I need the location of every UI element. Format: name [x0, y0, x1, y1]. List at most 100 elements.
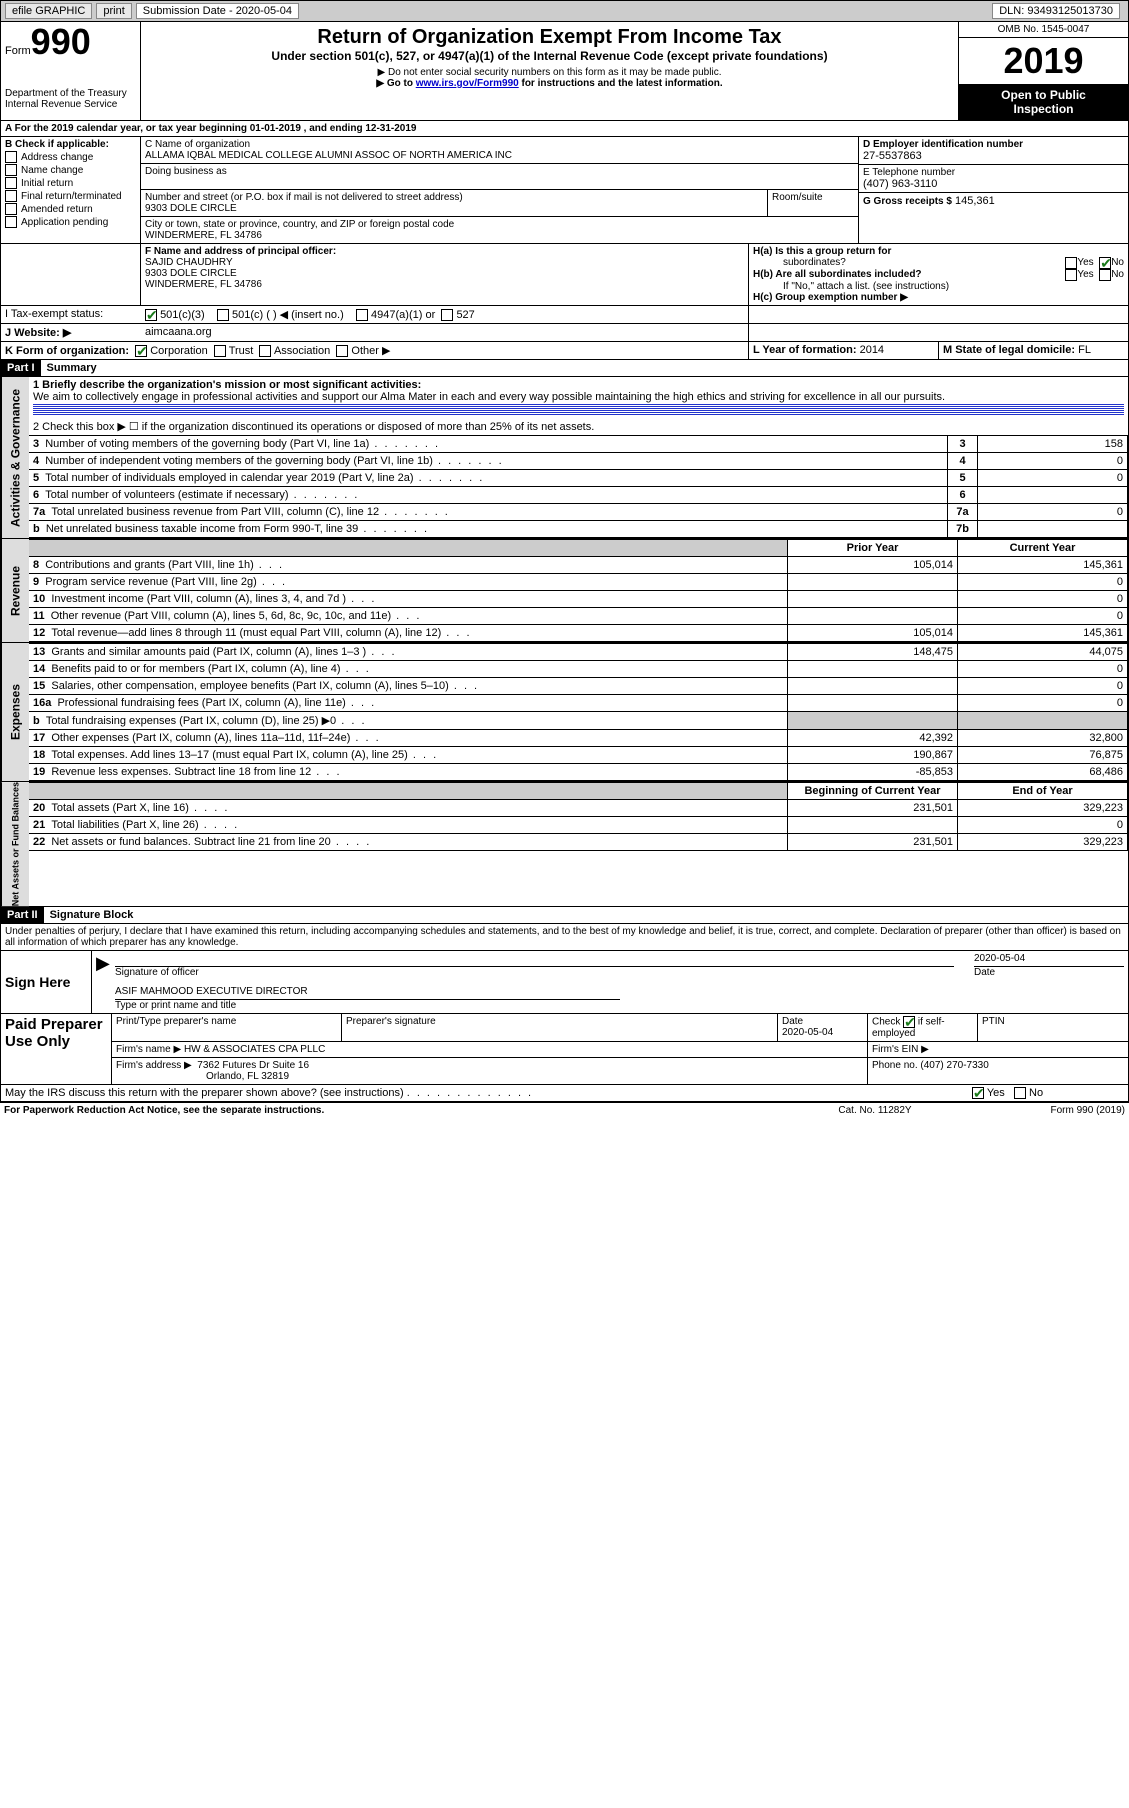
k-trust-check[interactable]: [214, 345, 226, 357]
check-app-pending[interactable]: Application pending: [5, 216, 136, 228]
firm-addr-label: Firm's address ▶: [116, 1060, 192, 1071]
prep-date-val: 2020-05-04: [782, 1027, 863, 1038]
form990-link[interactable]: www.irs.gov/Form990: [416, 78, 519, 89]
501c3-check[interactable]: [145, 309, 157, 321]
tax-exempt-row: I Tax-exempt status: 501(c)(3) 501(c) ( …: [0, 306, 1129, 324]
check-final-return[interactable]: Final return/terminated: [5, 190, 136, 202]
mission-text: We aim to collectively engage in profess…: [33, 391, 1124, 403]
hb-yes-check[interactable]: [1065, 269, 1077, 281]
prep-sig-label: Preparer's signature: [342, 1014, 778, 1041]
form-end: Form 990 (2019): [975, 1105, 1125, 1116]
paid-preparer-block: Paid Preparer Use Only Print/Type prepar…: [0, 1014, 1129, 1085]
firm-addr-2: Orlando, FL 32819: [116, 1071, 289, 1082]
ha-yes-check[interactable]: [1065, 257, 1077, 269]
self-emp-label: Check if self-employed: [868, 1014, 978, 1041]
rev-table: Prior YearCurrent Year8 Contributions an…: [29, 539, 1128, 642]
section-k-label: K Form of organization:: [5, 345, 129, 357]
check-name-change[interactable]: Name change: [5, 164, 136, 176]
self-emp-check[interactable]: [903, 1016, 915, 1028]
sig-declaration: Under penalties of perjury, I declare th…: [0, 924, 1129, 951]
part-ii-header-row: Part II Signature Block: [0, 907, 1129, 924]
period-line: A For the 2019 calendar year, or tax yea…: [0, 121, 1129, 137]
part-ii-title: Signature Block: [44, 907, 140, 923]
tax-exempt-label: I Tax-exempt status:: [1, 306, 141, 323]
hb-label: H(b) Are all subordinates included?: [753, 269, 922, 280]
sig-date-label: Date: [974, 967, 1124, 978]
sign-here-label: Sign Here: [1, 951, 91, 1013]
form-title: Return of Organization Exempt From Incom…: [147, 26, 952, 49]
paperwork-notice: For Paperwork Reduction Act Notice, see …: [4, 1105, 775, 1116]
address-label: Number and street (or P.O. box if mail i…: [145, 192, 763, 203]
omb-number: OMB No. 1545-0047: [959, 22, 1128, 38]
irs-label: Internal Revenue Service: [5, 99, 136, 110]
city-label: City or town, state or province, country…: [145, 219, 854, 230]
firm-addr-1: 7362 Futures Dr Suite 16: [197, 1060, 309, 1071]
dba-label: Doing business as: [145, 166, 854, 177]
4947-check[interactable]: [356, 309, 368, 321]
check-amended[interactable]: Amended return: [5, 203, 136, 215]
firm-name-val: HW & ASSOCIATES CPA PLLC: [184, 1044, 325, 1055]
k-assoc-check[interactable]: [259, 345, 271, 357]
line1-label: 1 Briefly describe the organization's mi…: [33, 379, 1124, 391]
gross-receipts: 145,361: [955, 195, 995, 207]
part-i-title: Summary: [41, 360, 103, 376]
side-net: Net Assets or Fund Balances: [1, 782, 29, 906]
firm-ein-label: Firm's EIN ▶: [868, 1042, 1128, 1057]
check-address-change[interactable]: Address change: [5, 151, 136, 163]
sign-arrow-icon: ▶: [91, 951, 111, 1013]
form-word: Form: [5, 45, 31, 57]
section-l-label: L Year of formation:: [753, 344, 857, 356]
part-i-header: Part I: [1, 360, 41, 376]
section-c-name-label: C Name of organization: [145, 139, 854, 150]
hb-note: If "No," attach a list. (see instruction…: [753, 281, 1124, 292]
side-rev: Revenue: [1, 539, 29, 642]
print-button[interactable]: print: [96, 3, 131, 19]
officer-addr1: 9303 DOLE CIRCLE: [145, 268, 744, 279]
bottom-footer: For Paperwork Reduction Act Notice, see …: [0, 1102, 1129, 1118]
501c-check[interactable]: [217, 309, 229, 321]
expenses-block: Expenses 13 Grants and similar amounts p…: [0, 643, 1129, 782]
exp-table: 13 Grants and similar amounts paid (Part…: [29, 643, 1128, 781]
dln: DLN: 93493125013730: [992, 3, 1120, 19]
firm-name-label: Firm's name ▶: [116, 1044, 181, 1055]
paid-prep-label: Paid Preparer Use Only: [1, 1014, 111, 1084]
ptin-label: PTIN: [978, 1014, 1128, 1041]
klm-row: K Form of organization: Corporation Trus…: [0, 342, 1129, 360]
address: 9303 DOLE CIRCLE: [145, 203, 763, 214]
cat-no: Cat. No. 11282Y: [775, 1105, 975, 1116]
dept-label: Department of the Treasury: [5, 88, 136, 99]
subtitle-3: ▶ Go to www.irs.gov/Form990 for instruct…: [147, 78, 952, 89]
ein: 27-5537863: [863, 150, 1124, 162]
hb-no-check[interactable]: [1099, 269, 1111, 281]
website-value: aimcaana.org: [141, 324, 748, 341]
k-corp-check[interactable]: [135, 345, 147, 357]
type-name-label: Type or print name and title: [115, 1000, 1124, 1011]
officer-type-name: ASIF MAHMOOD EXECUTIVE DIRECTOR: [115, 986, 620, 1000]
check-initial-return[interactable]: Initial return: [5, 177, 136, 189]
section-b-label: B Check if applicable:: [5, 139, 136, 150]
line2-text: 2 Check this box ▶ ☐ if the organization…: [33, 420, 1124, 433]
section-f-label: F Name and address of principal officer:: [145, 246, 744, 257]
k-other-check[interactable]: [336, 345, 348, 357]
firm-phone-val: (407) 270-7330: [920, 1060, 988, 1071]
public-inspection: Open to PublicInspection: [959, 84, 1128, 120]
section-g-label: G Gross receipts $: [863, 196, 952, 207]
discuss-yes-check[interactable]: [972, 1087, 984, 1099]
section-e-label: E Telephone number: [863, 167, 1124, 178]
subtitle-1: Under section 501(c), 527, or 4947(a)(1)…: [147, 49, 952, 63]
ha-label: H(a) Is this a group return for: [753, 246, 891, 257]
527-check[interactable]: [441, 309, 453, 321]
phone: (407) 963-3110: [863, 178, 1124, 190]
discuss-no-check[interactable]: [1014, 1087, 1026, 1099]
submission-date: Submission Date - 2020-05-04: [136, 3, 299, 19]
officer-addr2: WINDERMERE, FL 34786: [145, 279, 744, 290]
website-row: J Website: ▶ aimcaana.org: [0, 324, 1129, 342]
ha-line2: subordinates?: [753, 257, 1065, 269]
print-name-label: Print/Type preparer's name: [112, 1014, 342, 1041]
form-number: 990: [31, 21, 91, 62]
room-label: Room/suite: [772, 192, 854, 203]
side-gov: Activities & Governance: [1, 377, 29, 538]
netassets-block: Net Assets or Fund Balances Beginning of…: [0, 782, 1129, 907]
year-formation: 2014: [860, 344, 884, 356]
ha-no-check[interactable]: [1099, 257, 1111, 269]
